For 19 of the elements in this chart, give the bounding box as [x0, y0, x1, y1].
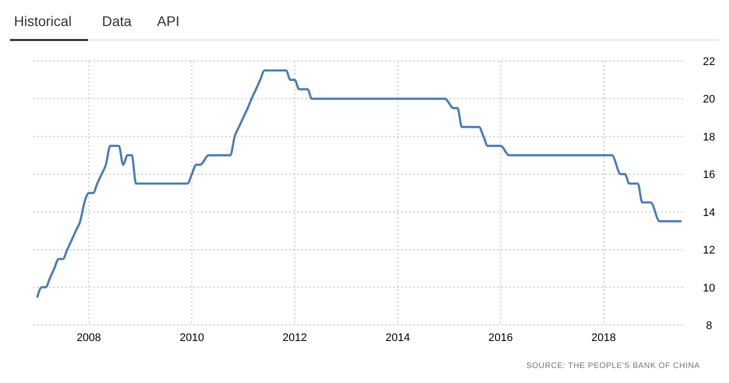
text: API: [157, 13, 180, 29]
text: Data: [102, 13, 132, 29]
y-tick-label: 22: [702, 56, 716, 68]
y-tick-label: 12: [702, 244, 716, 257]
x-tick-label: 2014: [386, 332, 410, 344]
source-note: SOURCE: THE PEOPLE'S BANK OF CHINA: [526, 361, 700, 370]
line-series: [36, 69, 682, 298]
x-tick-label: 2008: [76, 332, 102, 344]
y-tick-label: 10: [702, 282, 716, 294]
x-tick-label: 2010: [180, 332, 204, 344]
y-tick-label: 18: [702, 131, 716, 144]
y-tick-label: 8: [706, 320, 712, 332]
x-tick-label: 2016: [488, 332, 513, 344]
y-tick-label: 20: [702, 94, 716, 106]
x-tick-label: 2012: [282, 332, 307, 344]
y-tick-label: 16: [702, 169, 716, 182]
text: Historical: [14, 13, 72, 29]
y-tick-label: 14: [702, 206, 716, 219]
x-tick-label: 2018: [591, 332, 616, 344]
